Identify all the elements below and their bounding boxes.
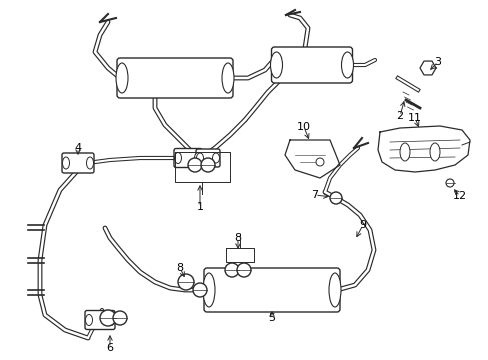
Text: 9: 9: [359, 220, 366, 230]
FancyBboxPatch shape: [85, 310, 115, 329]
Ellipse shape: [62, 157, 69, 169]
Text: 12: 12: [452, 191, 466, 201]
Text: 6: 6: [106, 343, 113, 353]
Ellipse shape: [328, 273, 340, 307]
Circle shape: [178, 274, 194, 290]
FancyBboxPatch shape: [271, 47, 352, 83]
Text: 2: 2: [396, 111, 403, 121]
Ellipse shape: [116, 63, 128, 93]
Circle shape: [187, 158, 202, 172]
FancyBboxPatch shape: [196, 149, 220, 167]
Ellipse shape: [270, 52, 282, 78]
Text: 5: 5: [268, 313, 275, 323]
Ellipse shape: [429, 143, 439, 161]
Ellipse shape: [194, 153, 201, 163]
Ellipse shape: [341, 52, 353, 78]
Circle shape: [193, 283, 206, 297]
Text: 8: 8: [234, 233, 241, 243]
Ellipse shape: [85, 315, 92, 325]
Circle shape: [201, 158, 215, 172]
Circle shape: [315, 158, 324, 166]
FancyBboxPatch shape: [203, 268, 339, 312]
FancyBboxPatch shape: [117, 58, 232, 98]
Text: 7: 7: [311, 190, 318, 200]
Ellipse shape: [203, 273, 215, 307]
Text: 8: 8: [176, 263, 183, 273]
Ellipse shape: [222, 63, 234, 93]
Ellipse shape: [174, 153, 181, 163]
Circle shape: [113, 311, 127, 325]
FancyBboxPatch shape: [62, 153, 94, 173]
Text: 11: 11: [407, 113, 421, 123]
Circle shape: [237, 263, 250, 277]
Ellipse shape: [107, 315, 114, 325]
Circle shape: [329, 192, 341, 204]
FancyBboxPatch shape: [174, 148, 202, 167]
Text: 4: 4: [74, 143, 81, 153]
Ellipse shape: [212, 153, 219, 163]
Text: 10: 10: [296, 122, 310, 132]
Circle shape: [100, 310, 116, 326]
Text: 3: 3: [434, 57, 441, 67]
Ellipse shape: [196, 153, 203, 163]
Ellipse shape: [399, 143, 409, 161]
Circle shape: [445, 179, 453, 187]
Text: 1: 1: [196, 202, 203, 212]
Circle shape: [224, 263, 239, 277]
Ellipse shape: [86, 157, 93, 169]
